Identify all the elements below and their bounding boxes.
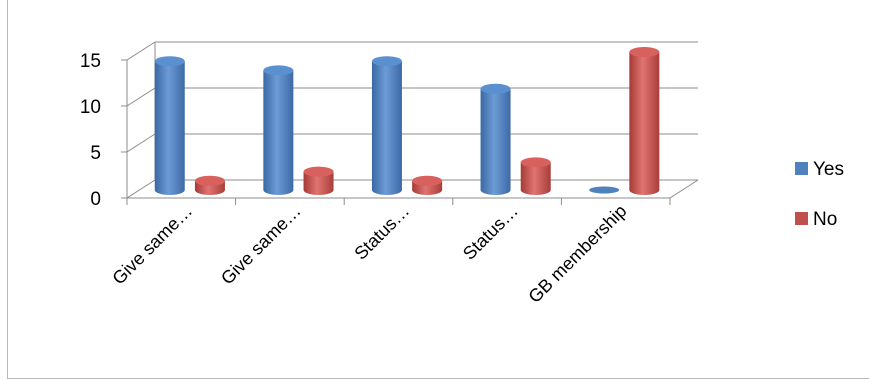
- bar-body: [520, 162, 551, 195]
- x-tick-label: GB membership: [524, 201, 630, 307]
- bar-top: [480, 83, 511, 94]
- legend-swatch-yes: [795, 162, 808, 175]
- legend-swatch-no: [795, 212, 808, 225]
- bar-no: [629, 47, 660, 195]
- bar-top: [629, 47, 660, 57]
- gridline-diagonal: [126, 133, 156, 153]
- legend-label-no: No: [813, 209, 837, 230]
- y-tick-label: 15: [80, 51, 101, 72]
- bar-top: [263, 65, 294, 76]
- bar-top: [371, 56, 402, 67]
- x-tick-label: Give same…: [217, 201, 305, 289]
- bar-yes: [480, 83, 511, 195]
- bar-body: [629, 52, 660, 195]
- chart-frame: [7, 0, 869, 379]
- bar-body: [263, 70, 294, 195]
- bar-body: [480, 88, 511, 195]
- bar-yes: [589, 186, 620, 194]
- bar-top: [303, 166, 334, 177]
- bar-body: [303, 171, 334, 195]
- bar-body: [154, 61, 185, 196]
- bars: [154, 47, 660, 196]
- y-tick-label: 5: [90, 143, 101, 164]
- bar-top: [520, 157, 551, 168]
- bar-yes: [371, 56, 402, 196]
- x-tick-label: Status…: [459, 201, 522, 264]
- gridline-diagonal: [126, 41, 156, 61]
- bar-no: [520, 157, 551, 195]
- bar-yes: [263, 65, 294, 195]
- gridline-diagonal: [126, 179, 156, 199]
- legend: Yes No: [795, 159, 844, 230]
- gridlines: [126, 41, 698, 199]
- legend-label-yes: Yes: [813, 159, 844, 180]
- bar-no: [194, 175, 225, 195]
- bar-top: [194, 175, 225, 186]
- x-tick-label: Status…: [350, 201, 413, 264]
- bar-no: [303, 166, 334, 195]
- gridline-diagonal: [126, 87, 156, 107]
- bar-yes: [154, 56, 185, 196]
- bar-top: [412, 175, 443, 186]
- bar-zero: [589, 186, 620, 194]
- bar-body: [371, 61, 402, 196]
- y-tick-label: 0: [90, 189, 101, 210]
- floor-side: [669, 179, 699, 199]
- y-tick-label: 10: [80, 97, 101, 118]
- bar-no: [412, 175, 443, 195]
- bar-top: [154, 56, 185, 67]
- x-tick-label: Give same…: [108, 201, 196, 289]
